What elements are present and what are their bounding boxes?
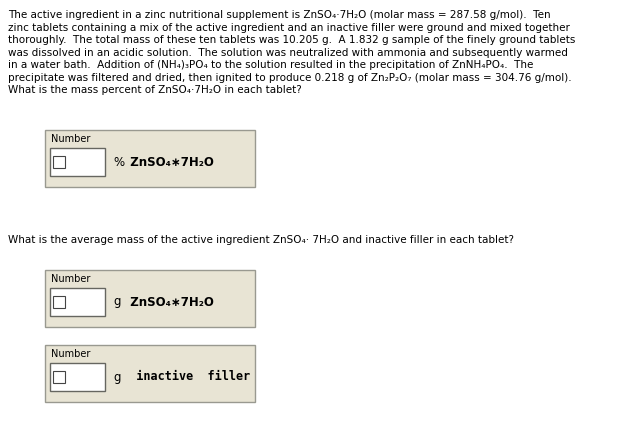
Text: g: g <box>113 371 121 383</box>
Text: was dissolved in an acidic solution.  The solution was neutralized with ammonia : was dissolved in an acidic solution. The… <box>8 48 568 57</box>
FancyBboxPatch shape <box>45 270 255 327</box>
FancyBboxPatch shape <box>45 130 255 187</box>
Text: The active ingredient in a zinc nutritional supplement is ZnSO₄·7H₂O (molar mass: The active ingredient in a zinc nutritio… <box>8 10 551 20</box>
Text: inactive  filler: inactive filler <box>122 371 250 383</box>
Text: precipitate was filtered and dried, then ignited to produce 0.218 g of Zn₂P₂O₇ (: precipitate was filtered and dried, then… <box>8 73 572 82</box>
Text: What is the average mass of the active ingredient ZnSO₄· 7H₂O and inactive fille: What is the average mass of the active i… <box>8 235 514 245</box>
FancyBboxPatch shape <box>50 148 105 176</box>
FancyBboxPatch shape <box>45 345 255 402</box>
Text: Number: Number <box>51 274 90 284</box>
Text: thoroughly.  The total mass of these ten tablets was 10.205 g.  A 1.832 g sample: thoroughly. The total mass of these ten … <box>8 35 576 45</box>
Text: %: % <box>113 156 124 168</box>
Text: ZnSO₄∗7H₂O: ZnSO₄∗7H₂O <box>122 156 214 168</box>
Text: zinc tablets containing a mix of the active ingredient and an inactive filler we: zinc tablets containing a mix of the act… <box>8 23 570 32</box>
Text: Number: Number <box>51 349 90 359</box>
FancyBboxPatch shape <box>53 296 65 308</box>
FancyBboxPatch shape <box>53 371 65 383</box>
Text: What is the mass percent of ZnSO₄·7H₂O in each tablet?: What is the mass percent of ZnSO₄·7H₂O i… <box>8 85 302 95</box>
Text: ZnSO₄∗7H₂O: ZnSO₄∗7H₂O <box>122 295 214 309</box>
FancyBboxPatch shape <box>50 288 105 316</box>
FancyBboxPatch shape <box>53 156 65 168</box>
Text: in a water bath.  Addition of (NH₄)₃PO₄ to the solution resulted in the precipit: in a water bath. Addition of (NH₄)₃PO₄ t… <box>8 60 533 70</box>
Text: g: g <box>113 295 121 309</box>
FancyBboxPatch shape <box>50 363 105 391</box>
Text: Number: Number <box>51 134 90 144</box>
